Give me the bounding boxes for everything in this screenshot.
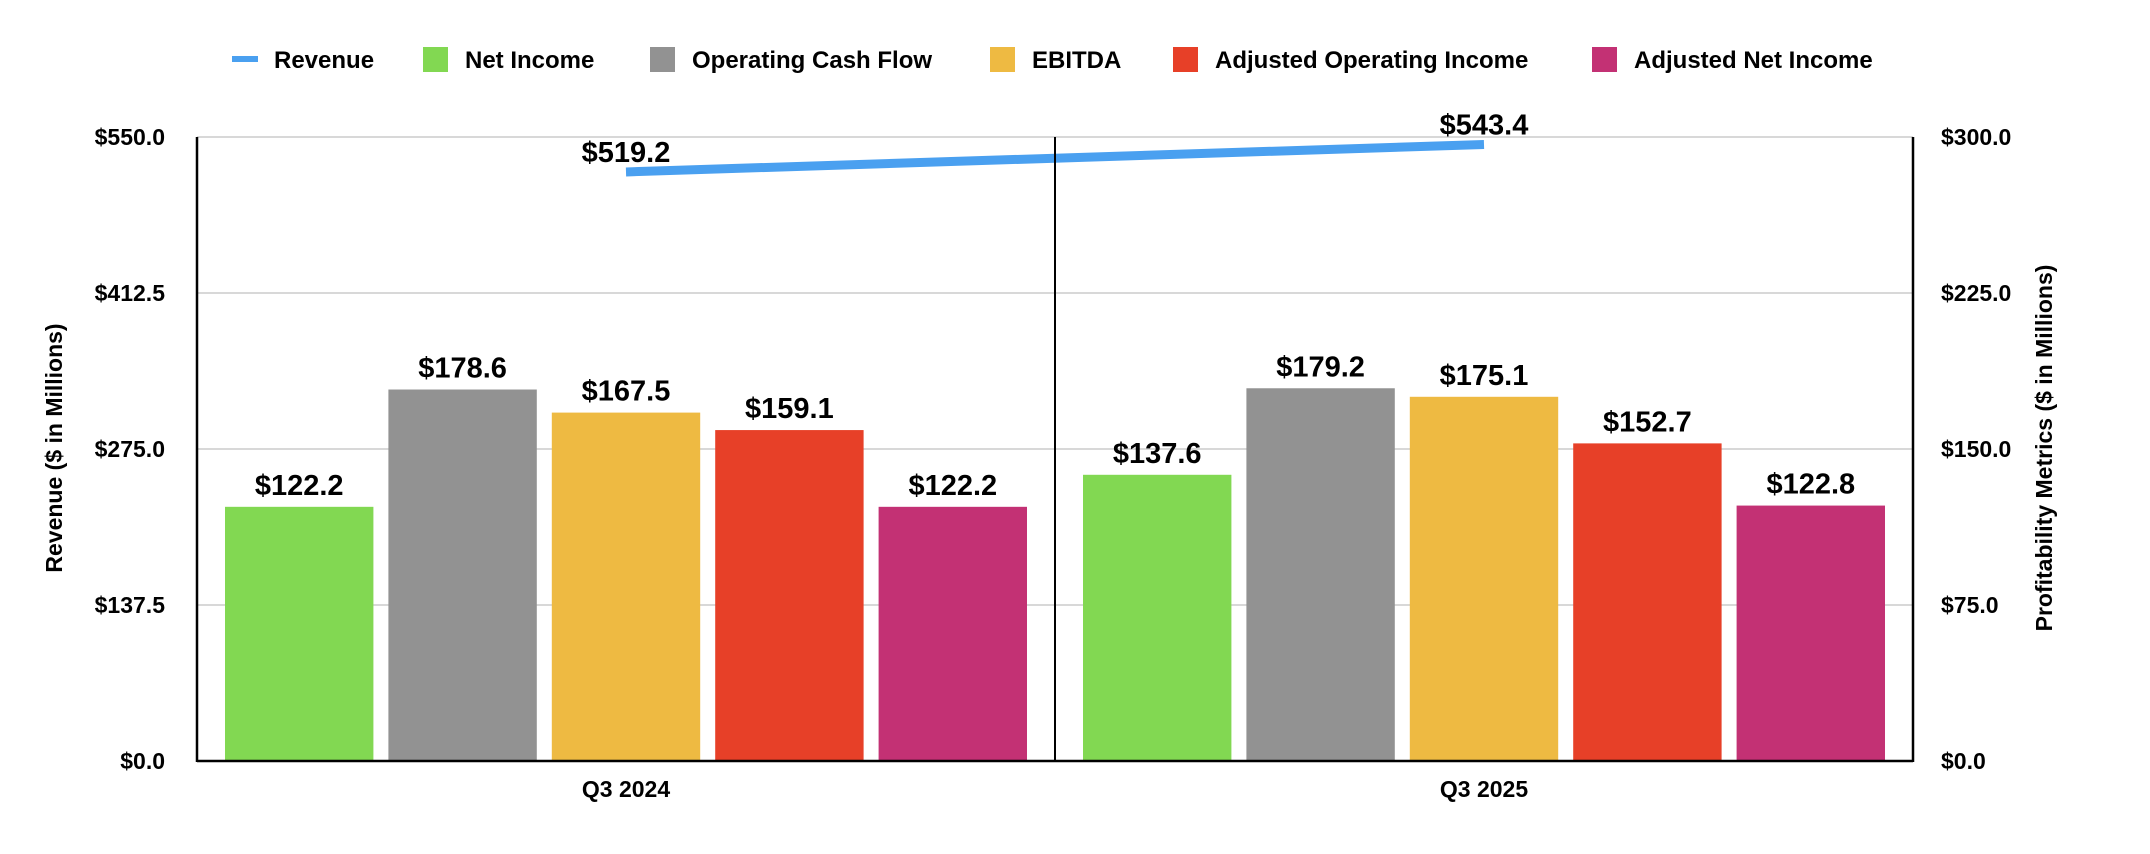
- right-tick-label: $150.0: [1941, 436, 2011, 462]
- bar-value-label: $122.2: [908, 470, 997, 502]
- left-tick-label: $137.5: [95, 592, 166, 618]
- right-axis-title: Profitability Metrics ($ in Millions): [2031, 265, 2057, 632]
- legend-label-adjusted-net-income: Adjusted Net Income: [1634, 47, 1873, 74]
- bar-ebitda: [1409, 396, 1559, 761]
- bar-adjusted-net-income: [878, 506, 1027, 761]
- legend-swatch-ebitda: [990, 47, 1015, 72]
- right-tick-label: $0.0: [1941, 748, 1986, 774]
- legend-label-adjusted-operating-income: Adjusted Operating Income: [1215, 47, 1528, 74]
- bar-ebitda: [551, 412, 701, 761]
- left-tick-label: $412.5: [95, 280, 166, 306]
- legend-label-operating-cash-flow: Operating Cash Flow: [692, 47, 932, 74]
- revenue-value-label: $519.2: [582, 137, 671, 169]
- bar-value-label: $179.2: [1276, 351, 1365, 383]
- bar-operating-cash-flow: [388, 389, 537, 761]
- bar-value-label: $159.1: [745, 393, 834, 425]
- revenue-value-label: $543.4: [1440, 109, 1529, 141]
- bar-operating-cash-flow: [1246, 388, 1395, 761]
- bar-value-label: $167.5: [582, 376, 671, 408]
- legend-label-net-income: Net Income: [465, 47, 594, 74]
- bar-value-label: $122.8: [1766, 469, 1855, 501]
- data-labels: $122.2 $178.6 $167.5 $159.1 $122.2 $137.6 $179…: [255, 109, 1855, 501]
- category-label: Q3 2024: [582, 776, 670, 802]
- axes: $0.0 $0.0 $137.5 $75.0 $275.0 $150.0 $412.5 $22…: [95, 124, 2012, 802]
- bar-value-label: $137.6: [1113, 438, 1202, 470]
- bar-net-income: [1083, 474, 1232, 761]
- legend-swatch-adjusted-net-income: [1592, 47, 1617, 72]
- bar-value-label: $152.7: [1603, 406, 1692, 438]
- category-label: Q3 2025: [1440, 776, 1528, 802]
- legend-label-revenue: Revenue: [274, 47, 374, 74]
- left-tick-label: $275.0: [95, 436, 165, 462]
- right-tick-label: $225.0: [1941, 280, 2011, 306]
- left-tick-label: $0.0: [120, 748, 165, 774]
- bar-value-label: $122.2: [255, 470, 344, 502]
- legend: Revenue Net Income Operating Cash Flow EBIT…: [232, 47, 1873, 74]
- legend-swatch-operating-cash-flow: [650, 47, 675, 72]
- legend-swatch-adjusted-operating-income: [1173, 47, 1198, 72]
- bars: [225, 388, 1885, 761]
- bar-adjusted-operating-income: [715, 430, 864, 761]
- bar-value-label: $178.6: [418, 353, 507, 385]
- left-tick-label: $550.0: [95, 124, 165, 150]
- bar-adjusted-net-income: [1736, 505, 1885, 761]
- legend-label-ebitda: EBITDA: [1032, 47, 1121, 74]
- bar-adjusted-operating-income: [1573, 443, 1722, 761]
- bar-net-income: [225, 506, 374, 761]
- right-tick-label: $300.0: [1941, 124, 2011, 150]
- legend-swatch-net-income: [423, 47, 448, 72]
- bar-value-label: $175.1: [1440, 360, 1529, 392]
- left-axis-title: Revenue ($ in Millions): [41, 323, 67, 572]
- right-tick-label: $75.0: [1941, 592, 1999, 618]
